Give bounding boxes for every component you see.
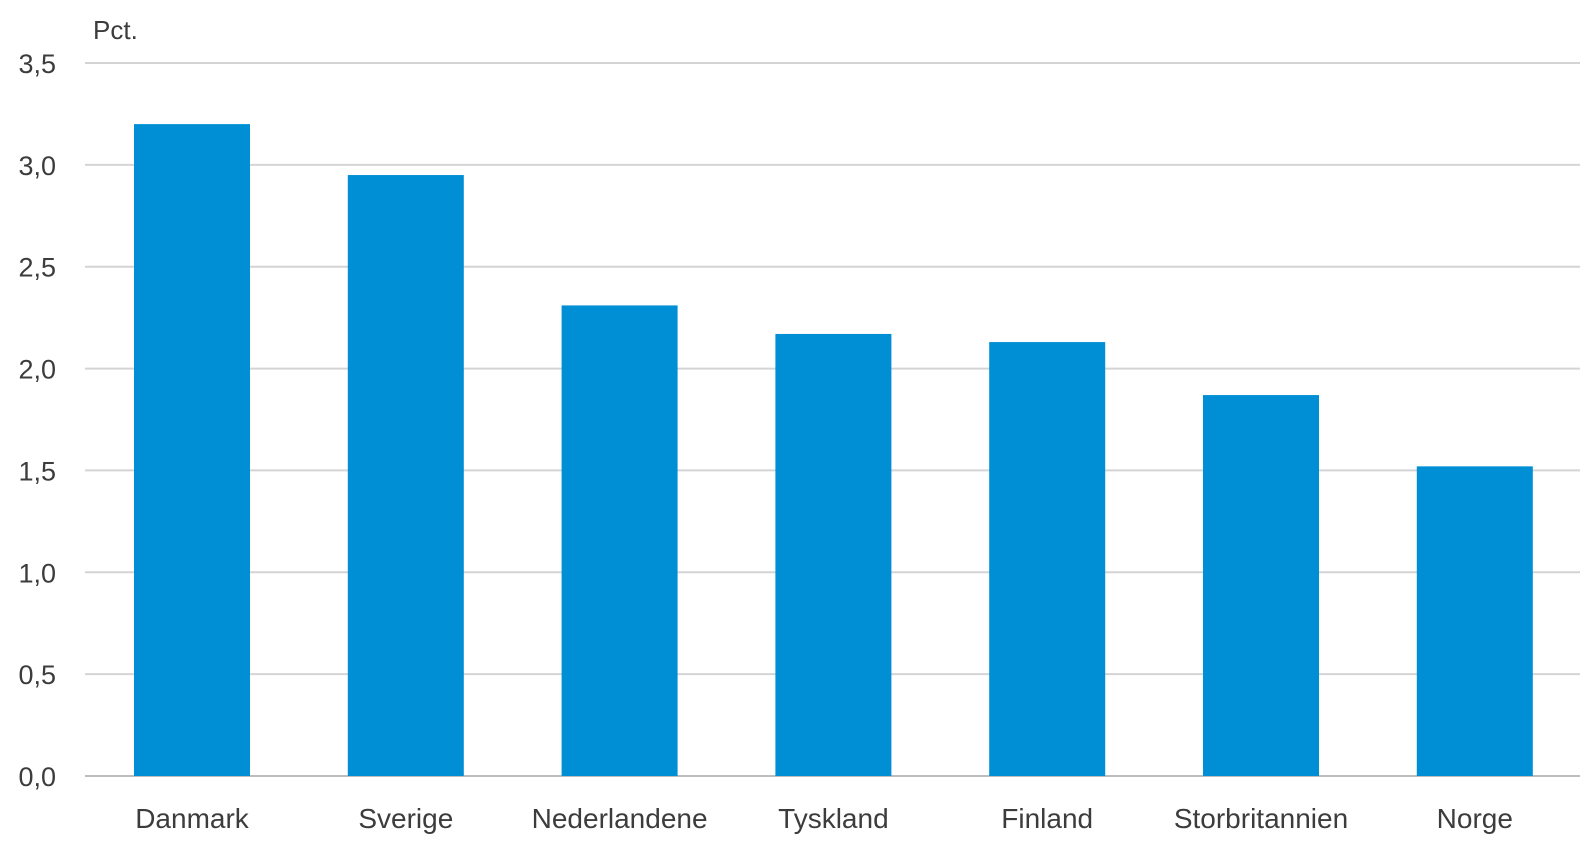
y-tick-label: 1,5	[18, 456, 56, 486]
y-tick-label: 0,5	[18, 660, 56, 690]
bar-sverige	[347, 175, 464, 777]
x-category-label: Nederlandene	[532, 803, 708, 834]
x-category-label: Tyskland	[778, 803, 889, 834]
y-axis-tick-labels: 0,0 0,5 1,0 1,5 2,0 2,5 3,0 3,5	[18, 49, 56, 792]
y-tick-label: 3,5	[18, 49, 56, 79]
bar-danmark	[134, 124, 250, 777]
x-category-label: Storbritannien	[1174, 803, 1348, 834]
bar-tyskland	[775, 333, 892, 776]
x-category-label: Danmark	[135, 803, 250, 834]
x-category-label: Finland	[1001, 803, 1093, 834]
y-tick-label: 2,0	[18, 355, 56, 385]
bars	[134, 124, 1533, 777]
bar-finland	[989, 342, 1106, 776]
y-axis-unit-label: Pct.	[93, 15, 138, 45]
bar-nederlandene	[561, 305, 678, 776]
x-category-label: Sverige	[358, 803, 453, 834]
bar-norge	[1416, 466, 1533, 776]
y-tick-label: 2,5	[18, 253, 56, 283]
bar-storbritannien	[1203, 395, 1319, 776]
x-axis-category-labels: Danmark Sverige Nederlandene Tyskland Finlan…	[135, 803, 1513, 834]
x-category-label: Norge	[1437, 803, 1513, 834]
y-tick-label: 0,0	[18, 762, 56, 792]
y-tick-label: 1,0	[18, 558, 56, 588]
y-tick-label: 3,0	[18, 151, 56, 181]
